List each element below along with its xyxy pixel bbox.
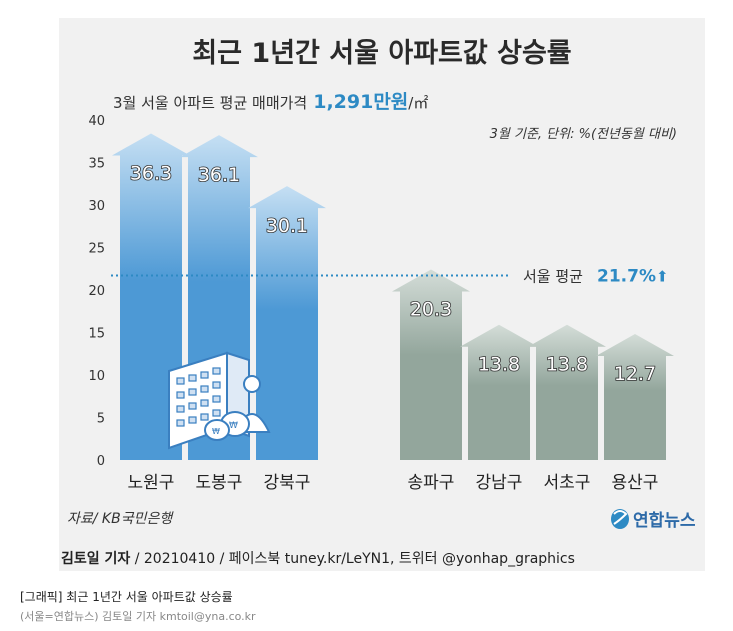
category-label: 강북구 bbox=[264, 473, 311, 493]
y-tick-label: 35 bbox=[88, 157, 105, 172]
y-axis: 0 5 10 15 20 25 30 35 40 bbox=[88, 114, 105, 469]
y-tick-label: 25 bbox=[88, 242, 105, 257]
subtitle-prefix: 3월 서울 아파트 평균 매매가격 bbox=[113, 94, 307, 112]
infographic: 최근 1년간 서울 아파트값 상승률 3월 서울 아파트 평균 매매가격 1,29… bbox=[59, 18, 705, 571]
y-tick-label: 5 bbox=[97, 412, 105, 427]
caption-title: [그래픽] 최근 1년간 서울 아파트값 상승률 bbox=[20, 590, 233, 604]
bar-value-label: 13.8 bbox=[546, 354, 588, 376]
category-label: 송파구 bbox=[408, 473, 455, 493]
category-label: 서초구 bbox=[544, 473, 591, 493]
bar-value-label: 30.1 bbox=[266, 215, 308, 237]
bar-value-label: 36.3 bbox=[130, 162, 172, 184]
average-label: 서울 평균 bbox=[523, 268, 583, 286]
chart-note: 3월 기준, 단위: %(전년동월 대비) bbox=[490, 127, 677, 142]
category-label: 도봉구 bbox=[196, 473, 243, 493]
bar-value-label: 36.1 bbox=[198, 164, 240, 186]
bar-용산구 bbox=[596, 334, 674, 460]
svg-text:₩: ₩ bbox=[212, 427, 220, 436]
caption-credit: (서울=연합뉴스) 김토일 기자 kmtoil@yna.co.kr bbox=[20, 610, 256, 623]
up-arrow-icon: ⬆ bbox=[656, 268, 669, 286]
svg-text:₩: ₩ bbox=[229, 421, 238, 431]
category-label: 노원구 bbox=[128, 473, 175, 493]
chart-subtitle: 3월 서울 아파트 평균 매매가격 1,291만원/㎡ bbox=[113, 91, 428, 113]
yonhap-logo: 연합뉴스 bbox=[611, 509, 696, 531]
byline-name: 김토일 기자 bbox=[61, 550, 130, 567]
apartment-illustration: ₩ ₩ bbox=[168, 351, 271, 450]
bar-송파구 bbox=[392, 269, 470, 460]
average-line-group: 서울 평균 21.7% ⬆ bbox=[111, 267, 669, 287]
chart-title: 최근 1년간 서울 아파트값 상승률 bbox=[192, 38, 571, 69]
y-tick-label: 0 bbox=[97, 454, 105, 469]
bar-value-label: 20.3 bbox=[410, 298, 452, 320]
average-value: 21.7% bbox=[597, 267, 656, 287]
y-tick-label: 20 bbox=[88, 284, 105, 299]
bar-강북구 bbox=[248, 186, 326, 460]
byline-rest: / 20210410 / 페이스북 tuney.kr/LeYN1, 트위터 @y… bbox=[130, 551, 575, 567]
category-label: 강남구 bbox=[476, 473, 523, 493]
y-tick-label: 15 bbox=[88, 327, 105, 342]
category-label: 용산구 bbox=[612, 473, 659, 493]
y-tick-label: 10 bbox=[88, 369, 105, 384]
bar-강남구 bbox=[460, 324, 538, 460]
y-tick-label: 40 bbox=[88, 114, 105, 129]
subtitle-unit: /㎡ bbox=[408, 94, 428, 112]
y-tick-label: 30 bbox=[88, 199, 105, 214]
chart: 최근 1년간 서울 아파트값 상승률 3월 서울 아파트 평균 매매가격 1,29… bbox=[59, 18, 705, 571]
bar-서초구 bbox=[528, 324, 606, 460]
bar-value-label: 12.7 bbox=[614, 363, 656, 385]
chart-byline: 김토일 기자 / 20210410 / 페이스북 tuney.kr/LeYN1,… bbox=[61, 550, 575, 567]
logo-text: 연합뉴스 bbox=[633, 510, 696, 531]
chart-source: 자료/ KB국민은행 bbox=[67, 511, 174, 527]
subtitle-value: 1,291만원 bbox=[313, 91, 408, 113]
bar-value-label: 13.8 bbox=[478, 354, 520, 376]
